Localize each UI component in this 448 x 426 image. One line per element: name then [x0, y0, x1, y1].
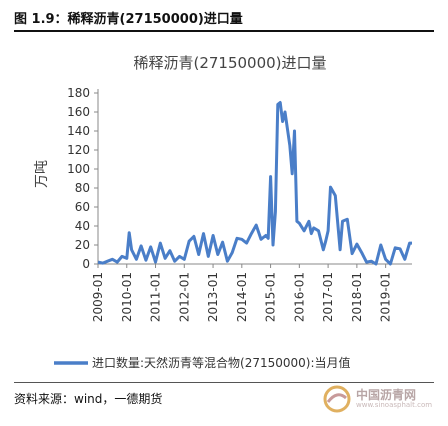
x-tick-label: 2012-01: [177, 272, 191, 322]
chart-title: 稀释沥青(27150000)进口量: [133, 54, 326, 72]
y-tick-label: 20: [75, 238, 90, 252]
y-tick-label: 160: [67, 105, 90, 119]
y-axis-label: 万吨: [34, 160, 50, 188]
y-tick-label: 180: [67, 86, 90, 100]
bottom-divider: [14, 382, 434, 383]
x-tick-label: 2011-01: [149, 272, 163, 322]
x-tick-label: 2010-01: [120, 272, 134, 322]
y-tick-label: 40: [75, 219, 90, 233]
x-tick-label: 2016-01: [292, 272, 306, 322]
chart-legend: 进口数量:天然沥青等混合物(27150000):当月值: [54, 355, 351, 370]
chart-axes: [97, 89, 412, 265]
legend-label: 进口数量:天然沥青等混合物(27150000):当月值: [92, 355, 351, 370]
y-tick-label: 120: [67, 143, 90, 157]
watermark-emblem-icon: [323, 385, 351, 413]
y-tick-label: 100: [67, 162, 90, 176]
x-axis-ticks: 2009-01 2010-01 2011-01 2012-01 2013-01 2014-…: [91, 264, 393, 322]
watermark-text: 中国沥青网: [356, 388, 417, 402]
chart-canvas: 稀释沥青(27150000)进口量 万吨 0 20 40 60 80 100 120 140 1…: [34, 54, 412, 370]
x-tick-label: 2015-01: [264, 272, 278, 322]
y-tick-label: 60: [75, 200, 90, 214]
watermark-logo: 中国沥青网 www.sinoasphalt.com: [322, 384, 432, 414]
x-tick-label: 2009-01: [91, 272, 105, 322]
y-tick-label: 80: [75, 181, 90, 195]
y-tick-label: 0: [82, 257, 90, 271]
x-tick-label: 2013-01: [206, 272, 220, 322]
source-note: 资料来源：wind，一德期货: [14, 392, 163, 406]
y-tick-label: 140: [67, 124, 90, 138]
figure-label: 图 1.9：稀释沥青(27150000)进口量: [14, 12, 243, 27]
x-tick-label: 2014-01: [235, 272, 249, 322]
x-tick-label: 2018-01: [350, 272, 364, 322]
series-line: [97, 101, 412, 266]
top-divider: [14, 30, 434, 32]
x-tick-label: 2017-01: [321, 272, 335, 322]
watermark-url: www.sinoasphalt.com: [356, 401, 433, 409]
y-axis-ticks: 0 20 40 60 80 100 120 140 160 180: [67, 86, 98, 271]
x-tick-label: 2019-01: [379, 272, 393, 322]
